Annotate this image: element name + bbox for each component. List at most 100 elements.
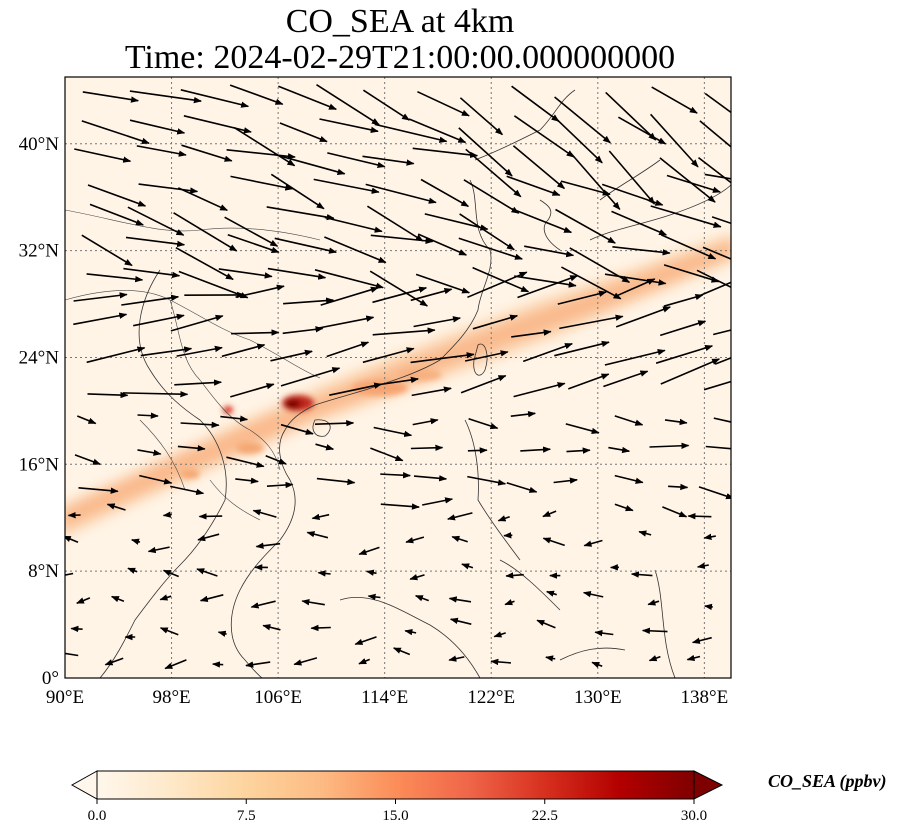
- wind-arrow: [86, 273, 144, 283]
- colorbar-tick-label: 30.0: [681, 808, 707, 824]
- wind-arrow: [411, 386, 452, 397]
- wind-arrow: [313, 178, 380, 194]
- lon-tick-label: 106°E: [254, 687, 302, 708]
- wind-arrow: [230, 175, 294, 191]
- wind-arrow: [293, 657, 318, 666]
- wind-arrow: [459, 97, 504, 136]
- wind-arrow: [176, 345, 223, 357]
- wind-arrow: [218, 268, 273, 279]
- wind-arrow: [614, 503, 634, 512]
- wind-arrow: [354, 636, 377, 645]
- wind-arrow: [463, 179, 520, 214]
- wind-arrow: [365, 183, 437, 204]
- wind-arrow: [267, 267, 327, 280]
- wind-arrow: [212, 661, 224, 668]
- wind-arrow: [175, 247, 234, 281]
- wind-arrow: [306, 531, 329, 539]
- borders: [65, 209, 321, 521]
- wind-arrow: [326, 341, 370, 358]
- wind-arrow: [472, 266, 530, 293]
- wind-arrow: [504, 599, 515, 606]
- colorbar-tick-label: 0.0: [88, 808, 107, 824]
- wind-arrow: [557, 290, 607, 305]
- wind-arrow: [612, 246, 671, 256]
- wind-arrow: [270, 349, 313, 362]
- wind-arrow: [315, 443, 335, 451]
- wind-arrow: [220, 415, 249, 422]
- wind-arrow: [417, 233, 468, 256]
- wind-arrow: [217, 630, 227, 637]
- wind-arrow: [372, 286, 428, 304]
- wind-arrow: [369, 270, 428, 307]
- wind-arrow: [365, 569, 377, 576]
- wind-arrow: [229, 84, 284, 105]
- wind-arrow: [121, 294, 180, 306]
- wind-vectors: [65, 84, 731, 670]
- wind-arrow: [713, 329, 731, 336]
- wind-arrow: [319, 118, 379, 133]
- wind-arrow: [162, 511, 172, 518]
- wind-arrow: [279, 122, 328, 143]
- wind-arrow: [464, 350, 509, 362]
- wind-arrow: [461, 563, 474, 570]
- wind-arrow: [559, 314, 624, 330]
- wind-arrow: [545, 655, 556, 662]
- wind-arrow: [630, 571, 653, 578]
- wind-arrow: [316, 477, 356, 486]
- wind-arrow: [704, 92, 731, 114]
- wind-arrow: [129, 90, 202, 104]
- wind-arrow: [226, 149, 296, 160]
- wind-arrow: [663, 264, 720, 283]
- wind-arrow: [255, 542, 281, 549]
- wind-arrow: [687, 513, 712, 520]
- wind-arrow: [410, 288, 453, 302]
- wind-arrow: [668, 483, 689, 491]
- wind-arrow: [522, 342, 573, 363]
- lat-tick-label: 0°: [42, 668, 59, 689]
- wind-arrow: [448, 655, 465, 662]
- map-frame: [64, 76, 732, 679]
- map-title: CO_SEA at 4km: [285, 3, 515, 40]
- wind-arrow: [136, 145, 187, 157]
- wind-arrow: [553, 477, 578, 484]
- wind-arrow: [666, 174, 721, 193]
- colorbar-tick-label: 22.5: [532, 808, 558, 824]
- wind-arrow: [180, 89, 250, 108]
- wind-arrow: [301, 599, 325, 606]
- wind-arrow: [374, 123, 448, 143]
- wind-arrow: [513, 382, 566, 398]
- wind-arrow: [81, 120, 150, 144]
- wind-arrow: [467, 475, 507, 486]
- wind-arrow: [460, 374, 507, 394]
- wind-arrow: [410, 352, 475, 364]
- wind-arrow: [713, 417, 731, 423]
- wind-arrow: [409, 574, 425, 581]
- wind-arrow: [404, 629, 417, 636]
- wind-arrow: [714, 356, 731, 365]
- wind-arrow: [449, 617, 472, 625]
- wind-arrow: [506, 175, 561, 196]
- wind-arrow: [493, 631, 506, 638]
- wind-arrow: [451, 535, 468, 543]
- wind-arrow: [280, 423, 314, 435]
- wind-arrow: [324, 236, 387, 264]
- colorbar: 0.0 7.5 15.0 22.5 30.0 CO_SEA (ppbv): [70, 770, 887, 824]
- wind-arrow: [467, 271, 528, 299]
- wind-arrow: [465, 148, 522, 198]
- wind-arrow: [415, 273, 471, 294]
- lon-tick-label: 138°E: [681, 687, 729, 708]
- wind-arrow: [104, 657, 124, 666]
- wind-arrow: [127, 206, 185, 236]
- wind-arrow: [536, 619, 556, 629]
- wind-arrow: [73, 312, 128, 326]
- wind-arrow: [374, 376, 419, 387]
- lat-tick-label: 32°N: [19, 241, 60, 262]
- wind-arrow: [651, 86, 698, 114]
- wind-arrow: [265, 454, 287, 465]
- wind-arrow: [138, 183, 199, 194]
- wind-arrow: [638, 530, 652, 537]
- wind-arrow: [231, 329, 280, 336]
- wind-arrow: [310, 624, 331, 632]
- longitude-axis: 90°E 98°E 106°E 114°E 122°E 130°E 138°E: [46, 687, 728, 708]
- wind-arrow: [604, 348, 666, 366]
